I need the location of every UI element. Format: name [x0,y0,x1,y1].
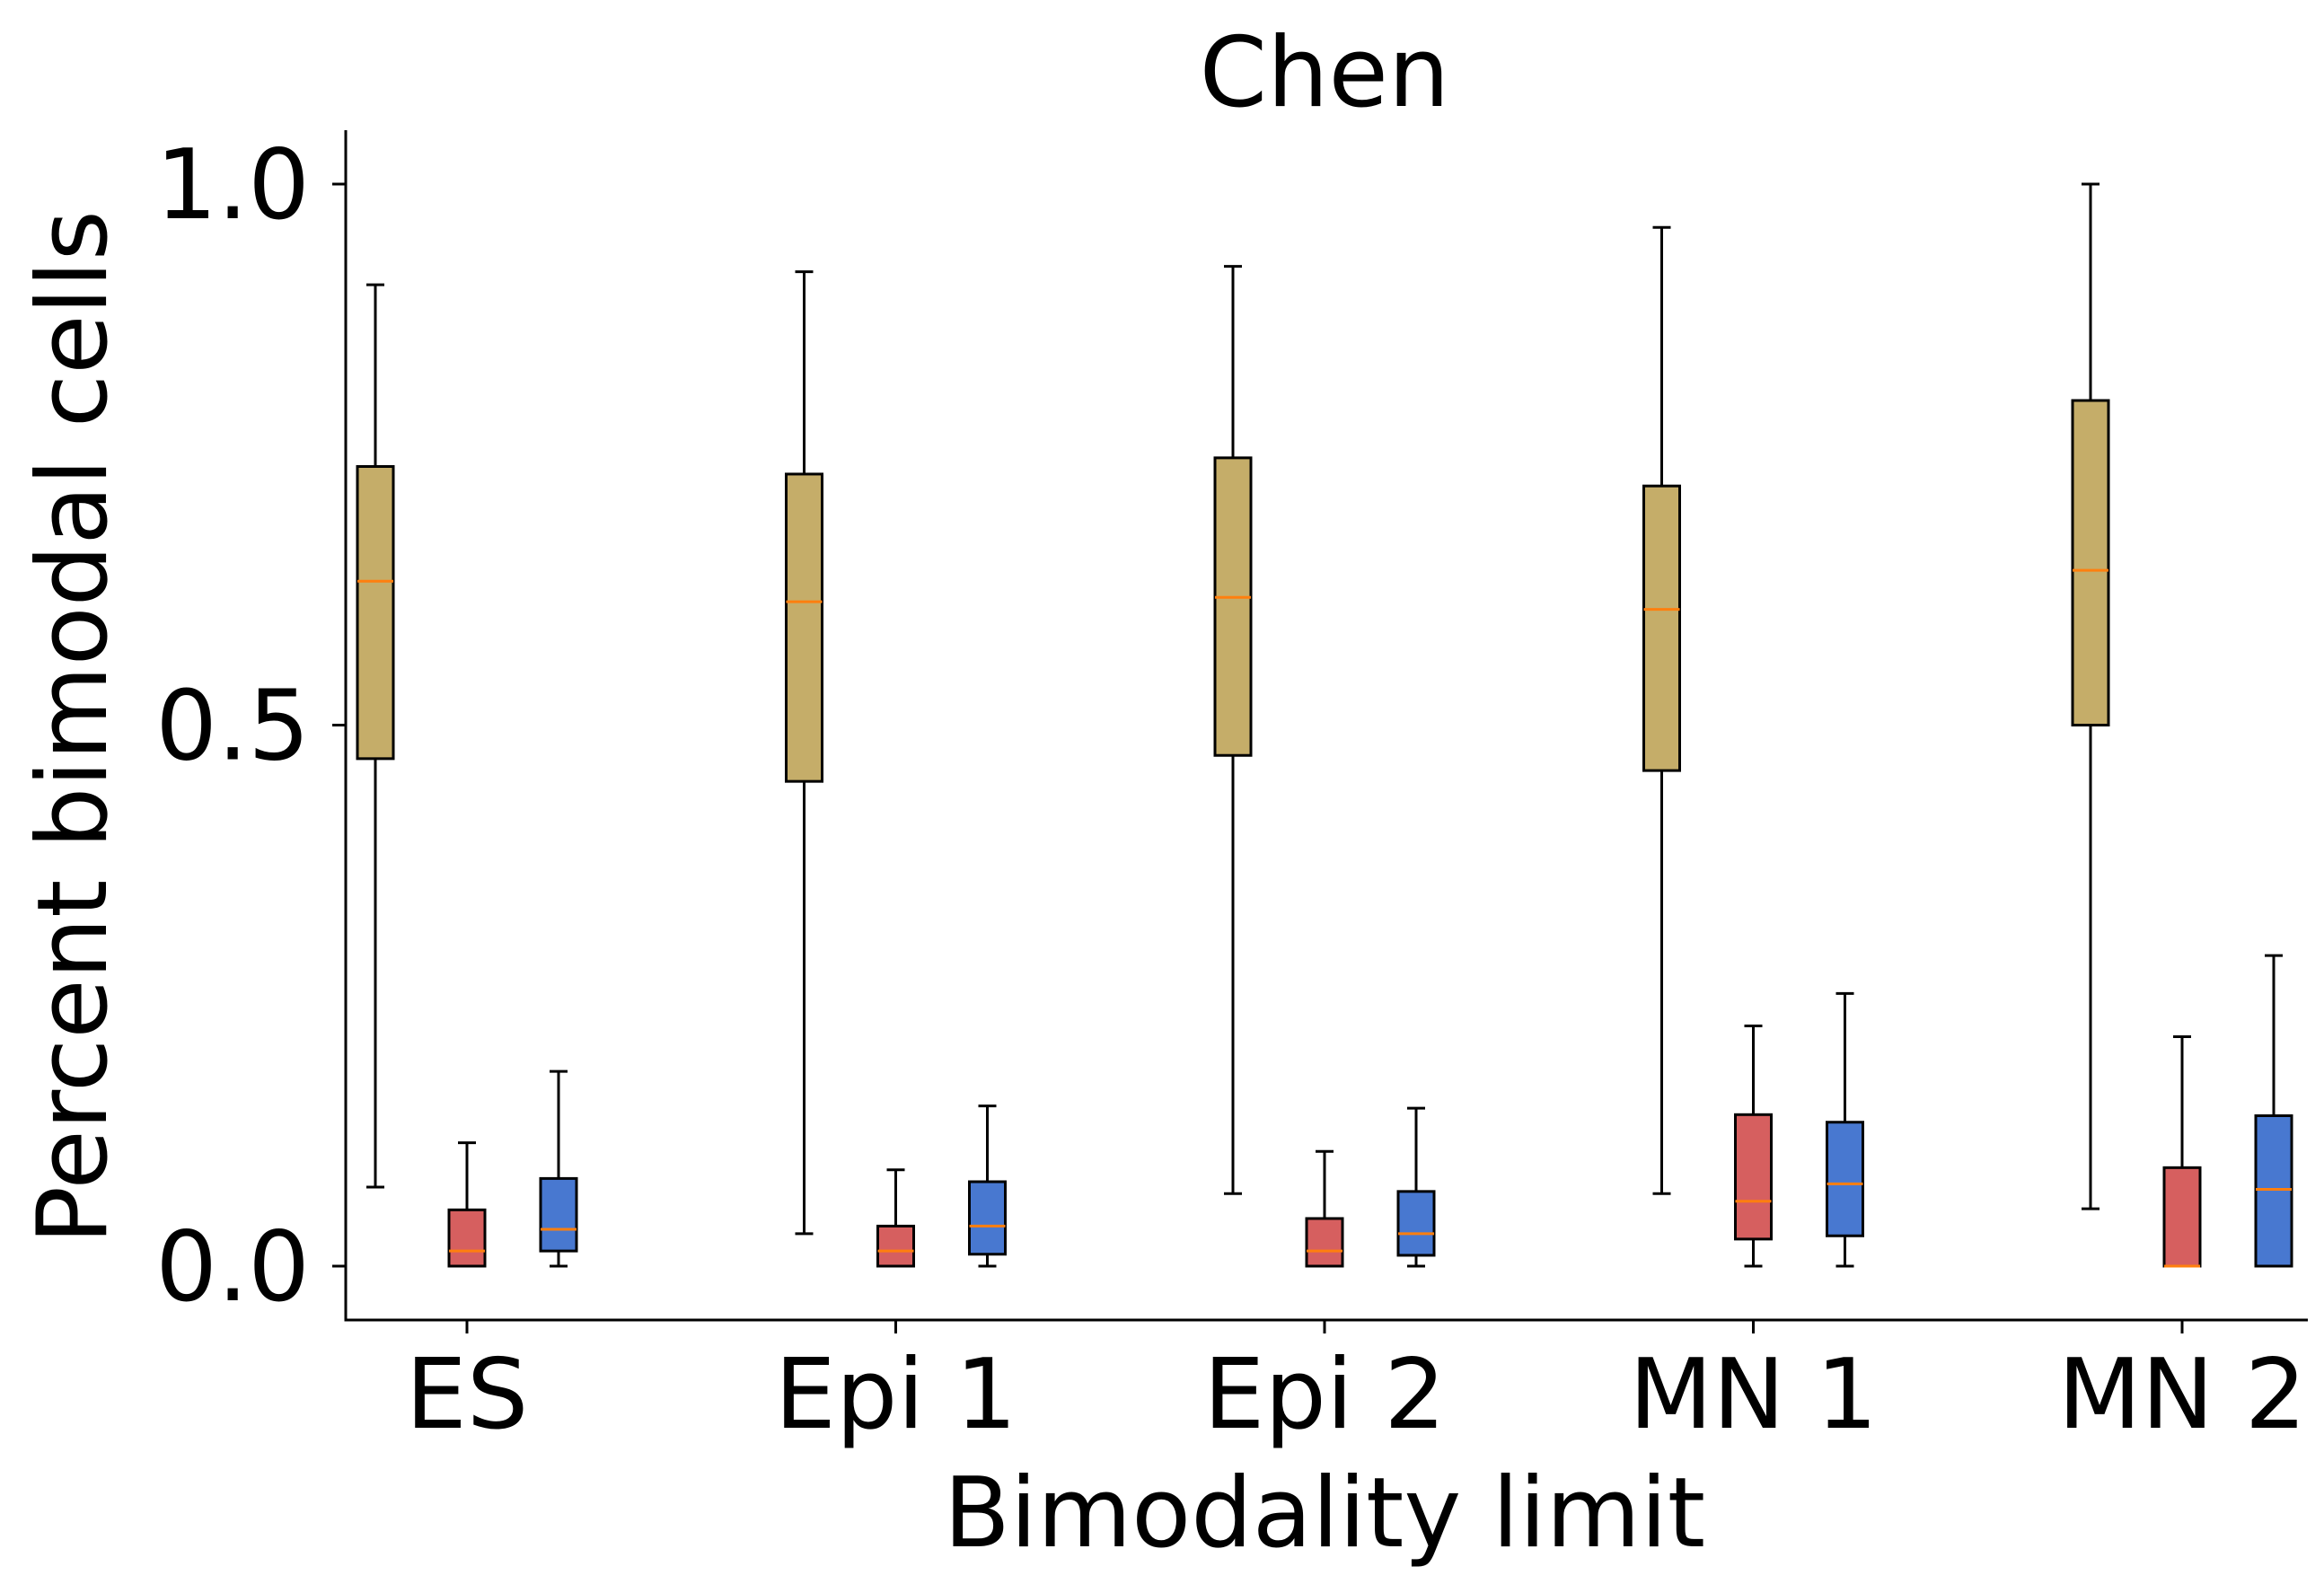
box-mn-1-series-3 [1826,991,1864,1268]
box-body [539,1176,578,1253]
box-es-series-3 [539,1069,578,1268]
box-body [1213,456,1253,757]
x-ticks: ES Epi 1 Epi 2 MN 1 MN 2 [406,1320,2307,1451]
x-axis-label: Bimodality limit [944,1457,1705,1570]
box-epi-1-series-2 [876,1168,915,1268]
box-epi-1-series-1 [785,270,823,1236]
y-ticks: 0.0 0.5 1.0 [155,129,346,1324]
y-axis-label: Percent bimodal cells [17,210,129,1245]
box-body [968,1180,1007,1256]
y-tick-label: 0.5 [155,671,310,783]
box-body [2254,1114,2293,1268]
box-body [2071,399,2110,726]
box-mn-2-series-1 [2071,182,2110,1210]
chart-title: Chen [1200,17,1450,129]
box-mn-1-series-2 [1734,1024,1773,1268]
box-mn-2-series-3 [2254,954,2293,1268]
box-body [2162,1166,2202,1268]
box-body [1305,1217,1344,1268]
box-body [1642,484,1681,772]
box-body [876,1224,915,1268]
x-tick-label: Epi 2 [1203,1339,1446,1451]
box-body [1826,1121,1864,1237]
axes [344,130,2308,1322]
box-es-series-1 [356,283,395,1189]
box-body [1396,1190,1436,1257]
box-mn-1-series-1 [1642,225,1681,1195]
box-es-series-2 [447,1141,487,1268]
box-epi-1-series-3 [968,1104,1007,1268]
x-tick-label: ES [406,1339,529,1451]
box-epi-2-series-1 [1213,265,1253,1195]
box-body [785,472,823,783]
y-tick-label: 1.0 [155,129,310,242]
box-mn-2-series-2 [2162,1035,2202,1268]
plot-area [356,182,2293,1268]
box-epi-2-series-3 [1396,1106,1436,1268]
x-tick-label: MN 2 [2057,1339,2306,1451]
x-tick-label: MN 1 [1629,1339,1878,1451]
box-epi-2-series-2 [1305,1149,1344,1268]
x-tick-label: Epi 1 [775,1339,1017,1451]
box-body [447,1208,487,1268]
box-body [1734,1113,1773,1241]
y-tick-label: 0.0 [155,1211,310,1324]
box-body [356,465,395,761]
